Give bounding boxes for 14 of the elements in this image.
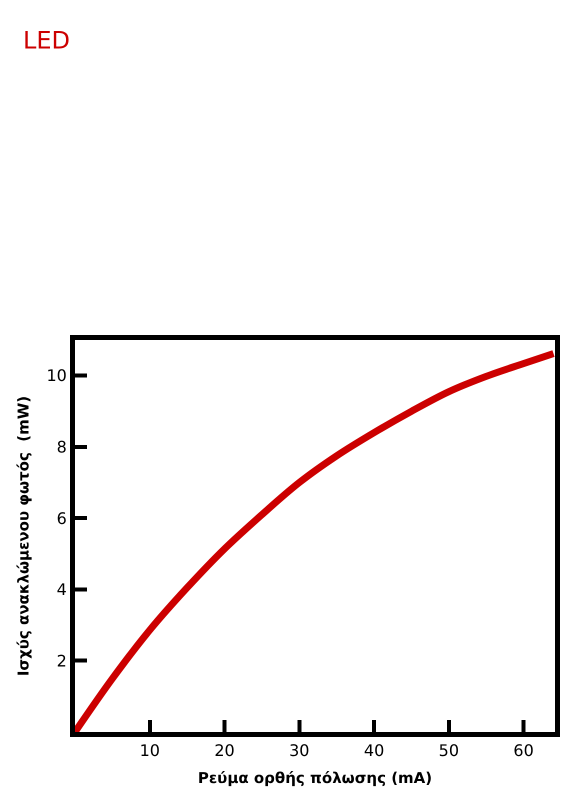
y-tick-label: 10	[46, 366, 67, 386]
y-tick-label: 2	[56, 651, 67, 670]
y-axis-title: Ισχύς ανακλώμενου φωτός (mW)	[14, 396, 33, 676]
chart-title: LED	[23, 26, 70, 55]
x-axis-title: Ρεύμα ορθής πόλωσης (mA)	[198, 769, 432, 788]
y-tick-label: 6	[56, 508, 67, 528]
x-tick-label: 30	[289, 741, 310, 760]
y-tick-label: 8	[56, 438, 67, 457]
x-tick-label: 50	[438, 741, 460, 760]
y-tick-label: 4	[56, 580, 67, 600]
x-tick-label: 40	[364, 741, 384, 760]
x-tick-label: 10	[140, 741, 160, 760]
x-tick-label: 60	[513, 741, 534, 760]
x-tick-label: 20	[214, 741, 235, 760]
